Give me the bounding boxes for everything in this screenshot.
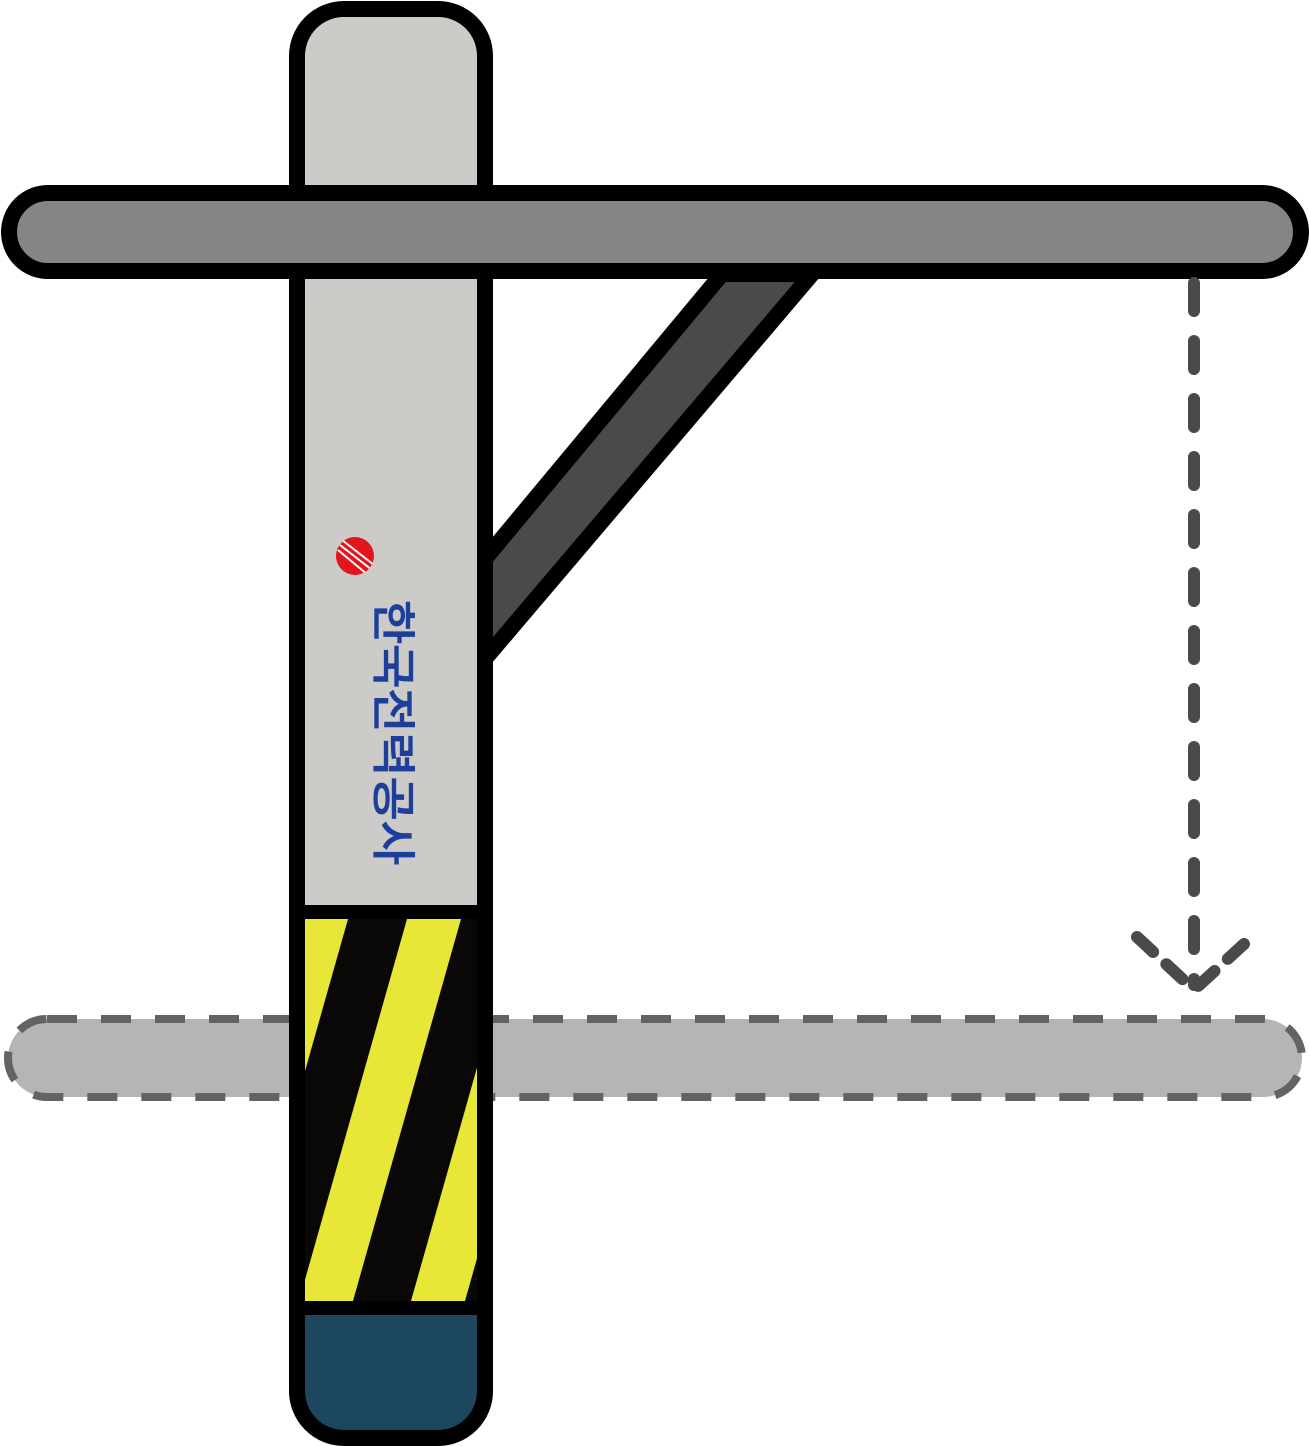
pole-base [297,1308,485,1438]
hazard-stripes [297,912,485,1308]
company-name: 한국전력공사 [367,600,418,865]
crossarm [1,185,1309,279]
move-down-arrow-icon [1131,277,1250,994]
company-logo [336,537,374,575]
crossarm-brace [476,266,830,682]
ghost-crossarm [4,1015,1306,1101]
